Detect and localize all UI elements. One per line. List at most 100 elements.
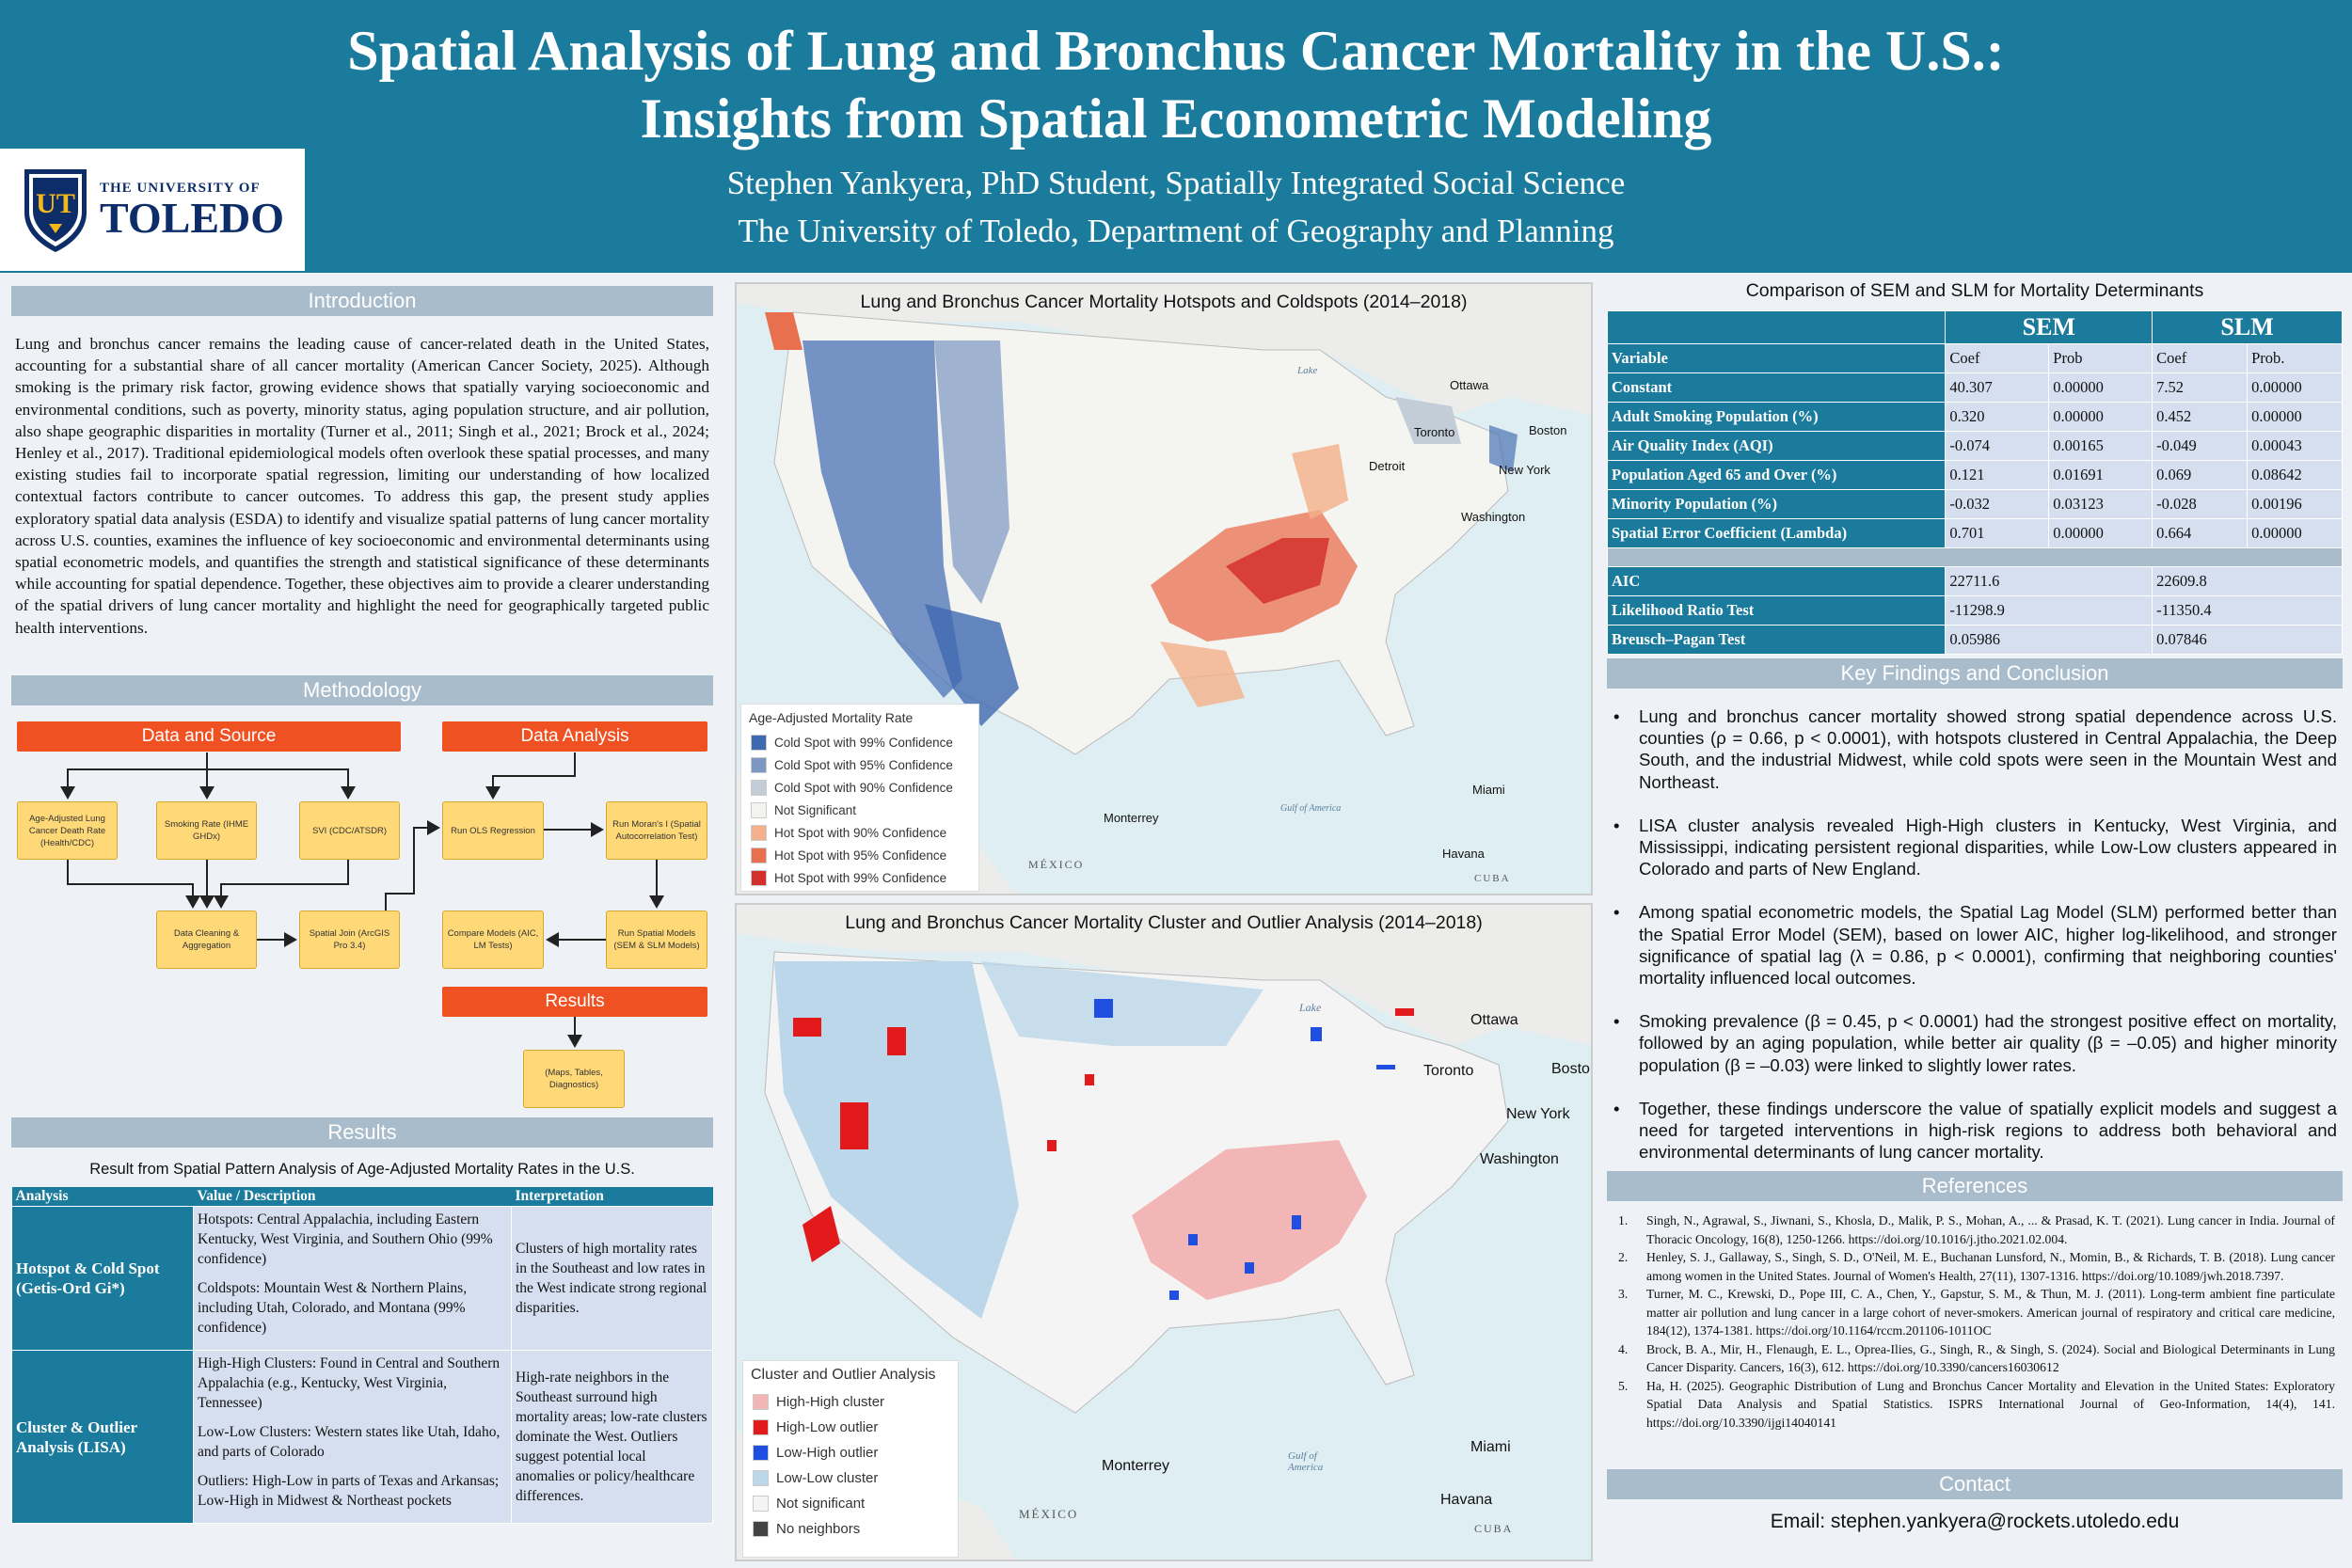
- legend-label: Not significant: [776, 1496, 866, 1512]
- table-row: Likelihood Ratio Test -11298.9 -11350.4: [1606, 595, 2343, 626]
- contact-email[interactable]: Email: stephen.yankyera@rockets.utoledo.…: [1770, 1511, 2180, 1532]
- list-item: LISA cluster analysis revealed High-High…: [1611, 815, 2337, 880]
- legend-label: Cold Spot with 95% Confidence: [774, 757, 953, 772]
- reference-text: Henley, S. J., Gallaway, S., Singh, S. D…: [1646, 1250, 2335, 1283]
- value-cell: -0.049: [2152, 431, 2249, 461]
- reference-item: 4. Brock, B. A., Mir, H., Flenaugh, E. L.…: [1618, 1341, 2335, 1375]
- references-list: 1. Singh, N., Agrawal, S., Jiwnani, S., K…: [1614, 1212, 2335, 1432]
- value-cell: 0.03123: [2048, 489, 2153, 519]
- interpretation-cell: High-rate neighbors in the Southeast sur…: [511, 1350, 713, 1524]
- variable-cell: Minority Population (%): [1606, 489, 1947, 519]
- map-label: Washington: [1461, 510, 1526, 524]
- column-header: Interpretation: [511, 1187, 713, 1207]
- results-flow-head: Results: [442, 987, 707, 1017]
- reference-text: Turner, M. C., Krewski, D., Pope III, C.…: [1646, 1287, 2335, 1338]
- sem-label: SEM: [1945, 310, 2153, 344]
- legend-item: No neighbors: [743, 1516, 958, 1542]
- column-header: Coef: [1945, 343, 2050, 373]
- value-cell: 0.664: [2152, 518, 2249, 548]
- map-label: New York: [1506, 1106, 1570, 1122]
- map-label: Detroit: [1369, 459, 1406, 473]
- reference-text: Singh, N., Agrawal, S., Jiwnani, S., Kho…: [1646, 1213, 2335, 1246]
- value-cell: 0.05986: [1945, 625, 2153, 655]
- flow-box-cleaning: Data Cleaning & Aggregation: [156, 911, 257, 969]
- legend-item: Cold Spot with 99% Confidence: [741, 731, 978, 753]
- results-heading: Results: [11, 1117, 713, 1148]
- value-cell: 0.07846: [2152, 625, 2343, 655]
- flow-box-ols: Run OLS Regression: [442, 801, 544, 860]
- value-cell: 0.08642: [2247, 460, 2343, 490]
- legend-swatch: [751, 824, 767, 841]
- legend-swatch: [751, 756, 767, 773]
- value-cell: 0.00000: [2048, 402, 2153, 432]
- table-gap-row: [1607, 547, 2343, 567]
- value-cell: 0.320: [1945, 402, 2050, 432]
- value-cell: -0.028: [2152, 489, 2249, 519]
- blank-header-cell: [1606, 310, 1947, 344]
- legend-swatch: [753, 1394, 769, 1410]
- variable-cell: Constant: [1606, 372, 1947, 403]
- map-label: CUBA: [1474, 873, 1511, 884]
- map-label: Monterrey: [1104, 811, 1159, 825]
- legend-label: Not Significant: [774, 802, 857, 817]
- legend-item: Not significant: [743, 1491, 958, 1516]
- table-row: Constant 40.307 0.00000 7.52 0.00000: [1606, 372, 2343, 403]
- description-text: Outliers: High-Low in parts of Texas and…: [198, 1473, 500, 1509]
- description-text: Low-Low Clusters: Western states like Ut…: [198, 1424, 501, 1460]
- column-header: Prob.: [2247, 343, 2343, 373]
- legend-item: Hot Spot with 95% Confidence: [741, 844, 978, 866]
- legend-item: High-High cluster: [743, 1389, 958, 1415]
- value-cell: 0.00000: [2247, 372, 2343, 403]
- slm-label: SLM: [2152, 310, 2343, 344]
- flow-box-outputs: (Maps, Tables, Diagnostics): [523, 1050, 625, 1108]
- value-cell: 0.00000: [2247, 402, 2343, 432]
- legend-label: Cold Spot with 90% Confidence: [774, 780, 953, 795]
- legend-label: No neighbors: [776, 1521, 861, 1537]
- data-source-head: Data and Source: [17, 721, 401, 752]
- variable-cell: Population Aged 65 and Over (%): [1606, 460, 1947, 490]
- legend-swatch: [751, 869, 767, 886]
- legend-label: Hot Spot with 95% Confidence: [774, 847, 947, 863]
- value-cell: 0.00000: [2048, 372, 2153, 403]
- results-header-row: Analysis Value / Description Interpretat…: [11, 1187, 713, 1207]
- list-item: Smoking prevalence (β = 0.45, p < 0.0001…: [1611, 1010, 2337, 1076]
- table-row: Spatial Error Coefficient (Lambda) 0.701 0…: [1606, 518, 2343, 548]
- shield-icon: UT: [24, 169, 87, 252]
- cluster-map-title: Lung and Bronchus Cancer Mortality Clust…: [845, 912, 1483, 933]
- title-line-2: Insights from Spatial Econometric Modeli…: [640, 87, 1712, 150]
- gap-cell: [1607, 547, 2343, 567]
- variable-cell: Spatial Error Coefficient (Lambda): [1606, 518, 1947, 548]
- map-label: Miami: [1472, 783, 1505, 797]
- column-header: Coef: [2152, 343, 2249, 373]
- reference-text: Brock, B. A., Mir, H., Flenaugh, E. L., …: [1646, 1341, 2335, 1375]
- legend-swatch: [751, 779, 767, 796]
- logo-line-1: THE UNIVERSITY OF: [100, 180, 261, 196]
- legend-label: Hot Spot with 99% Confidence: [774, 870, 947, 885]
- legend-swatch: [751, 847, 767, 863]
- reference-item: 5. Ha, H. (2025). Geographic Distribution…: [1618, 1378, 2335, 1430]
- map-label: Lake: [1299, 1001, 1322, 1014]
- hotspot-legend: Age-Adjusted Mortality Rate Cold Spot wi…: [740, 704, 979, 892]
- map-label: Miami: [1470, 1439, 1511, 1455]
- findings-list: Lung and bronchus cancer mortality showe…: [1611, 705, 2337, 1184]
- flow-box-compare: Compare Models (AIC, LM Tests): [442, 911, 544, 969]
- table-row: AIC 22711.6 22609.8: [1606, 566, 2343, 596]
- value-cell: 0.01691: [2048, 460, 2153, 490]
- description-cell: Hotspots: Central Appalachia, including …: [193, 1206, 512, 1351]
- list-item: Lung and bronchus cancer mortality showe…: [1611, 705, 2337, 793]
- table-row: Cluster & Outlier Analysis (LISA) High-H…: [11, 1350, 713, 1524]
- value-cell: -0.032: [1945, 489, 2050, 519]
- title-line-1: Spatial Analysis of Lung and Bronchus Ca…: [347, 20, 2005, 82]
- results-caption: Result from Spatial Pattern Analysis of …: [89, 1161, 635, 1178]
- map-label: CUBA: [1474, 1522, 1514, 1535]
- description-text: High-High Clusters: Found in Central and…: [198, 1355, 501, 1411]
- poster-title: Spatial Analysis of Lung and Bronchus Ca…: [0, 17, 2352, 152]
- value-cell: -11298.9: [1945, 595, 2153, 626]
- map-label: Ottawa: [1470, 1012, 1518, 1028]
- legend-label: Low-High outlier: [776, 1445, 879, 1461]
- table-row: Minority Population (%) -0.032 0.03123 -0.0…: [1606, 489, 2343, 519]
- interpretation-cell: Clusters of high mortality rates in the …: [511, 1206, 713, 1351]
- reference-item: 2. Henley, S. J., Gallaway, S., Singh, S.…: [1618, 1250, 2335, 1283]
- value-cell: 0.00043: [2247, 431, 2343, 461]
- legend-swatch: [753, 1521, 769, 1537]
